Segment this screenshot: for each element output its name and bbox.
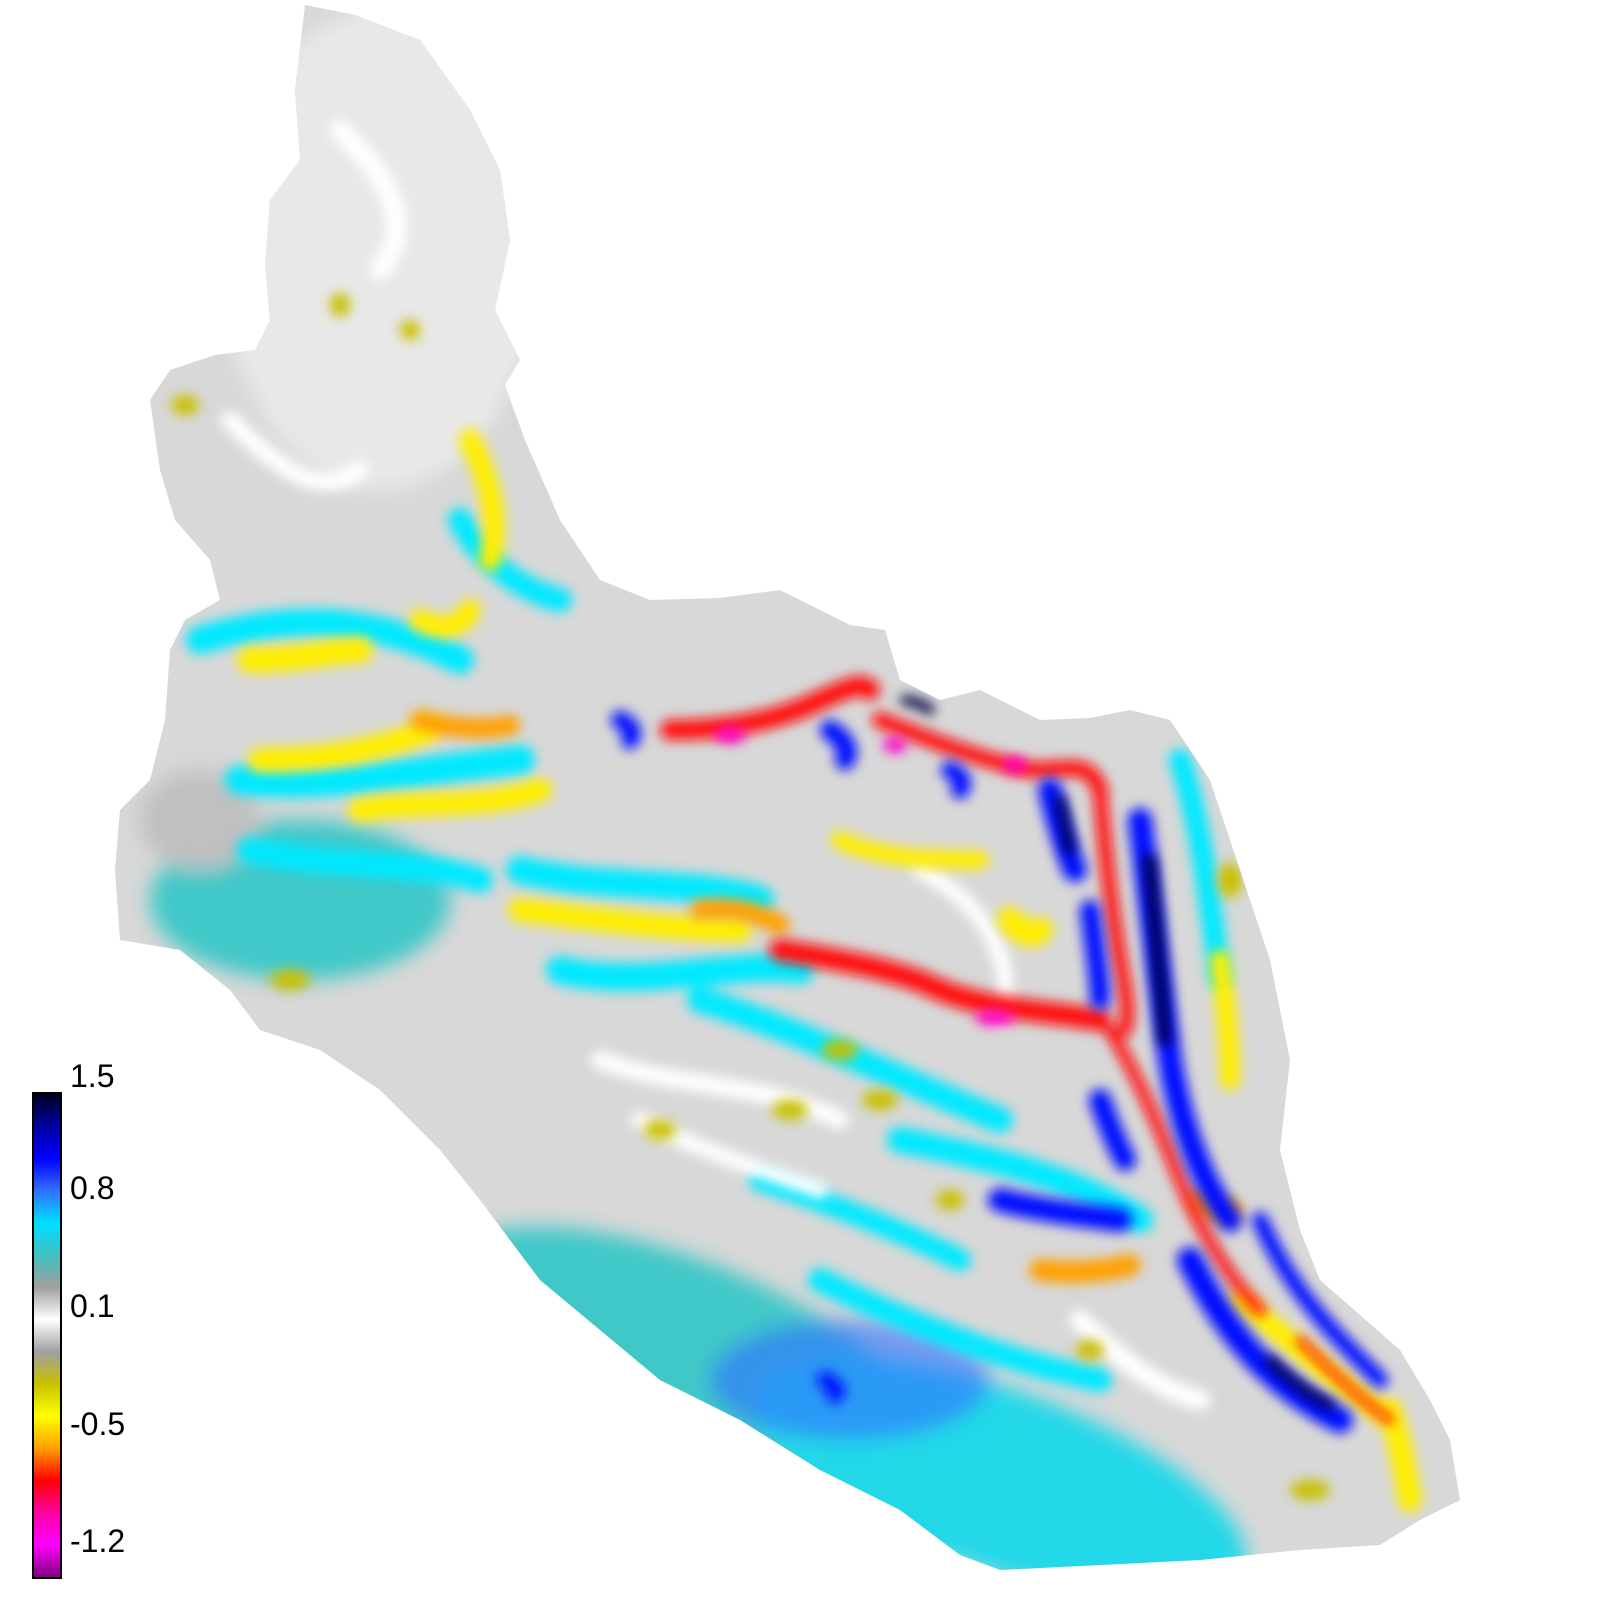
region-field (115, 5, 1460, 1570)
map-canvas (115, 5, 1460, 1570)
